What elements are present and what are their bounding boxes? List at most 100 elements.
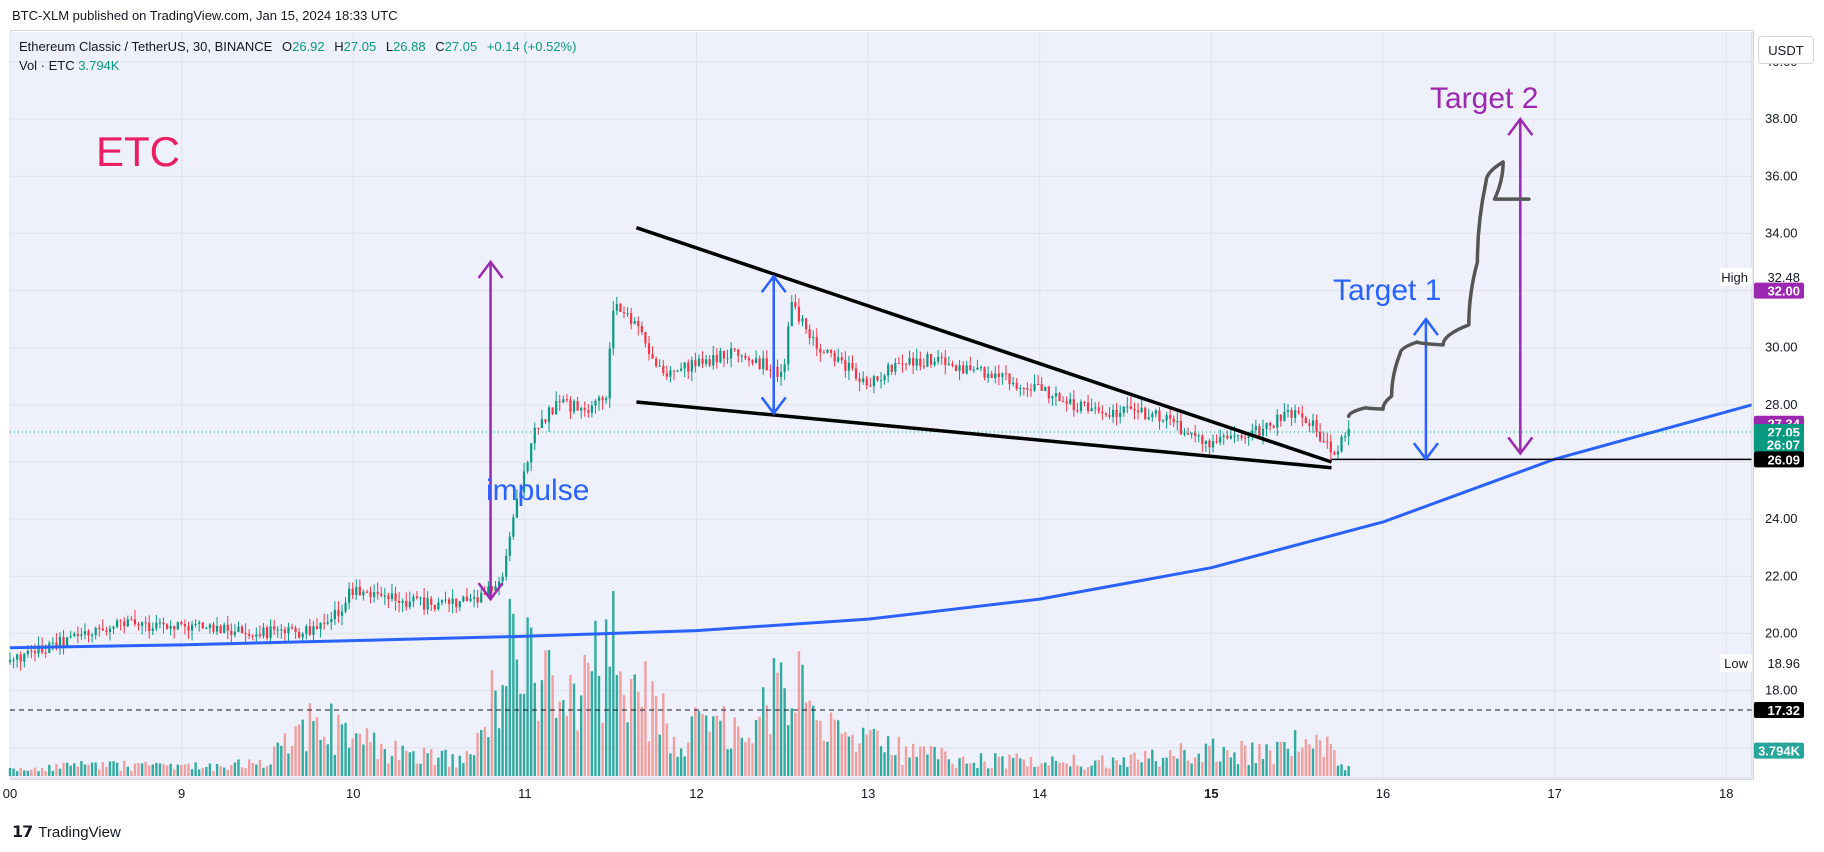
volume-bar <box>1333 750 1336 776</box>
volume-bar <box>344 722 347 776</box>
candle-body <box>119 620 122 622</box>
candle-body <box>655 358 658 367</box>
volume-bar <box>133 763 137 776</box>
arrow-head-up <box>477 259 504 279</box>
close-value: 27.05 <box>444 39 478 54</box>
price-tick-label: 18.00 <box>1765 683 1798 698</box>
volume-bar <box>12 768 15 776</box>
volume-bar <box>701 713 704 776</box>
volume-bar <box>894 755 897 776</box>
candle-body <box>983 367 986 378</box>
volume-bar <box>922 746 926 776</box>
volume-bar <box>137 763 140 776</box>
moving-average-line <box>9 403 1753 650</box>
footer-brand[interactable]: 𝟭𝟳 TradingView <box>12 822 121 842</box>
candle-body <box>519 492 522 499</box>
volume-bar <box>1090 765 1093 776</box>
candle-body <box>1322 440 1325 442</box>
volume-bar <box>476 732 479 776</box>
volume-bar <box>1158 766 1161 776</box>
volume-bar <box>904 746 908 776</box>
volume-bar <box>986 768 990 776</box>
candle-body <box>505 555 508 577</box>
volume-bar <box>597 675 601 776</box>
candle-body <box>444 599 447 601</box>
volume-bar <box>408 752 412 776</box>
price-tag: 26:07 <box>1767 437 1800 452</box>
candle-body <box>398 600 401 603</box>
candle-body <box>526 462 529 472</box>
volume-bar <box>879 746 883 776</box>
volume-bar <box>622 694 626 776</box>
volume-bar <box>672 736 676 776</box>
candle-body <box>687 362 690 372</box>
candle-body <box>676 370 679 372</box>
candle-body <box>455 598 458 608</box>
candle-body <box>1340 436 1343 452</box>
volume-bar <box>944 751 947 776</box>
volume-bar <box>180 765 183 776</box>
candle-body <box>376 592 379 594</box>
candle-body <box>1347 428 1350 437</box>
candle-body <box>58 637 62 647</box>
volume-bar <box>765 705 769 776</box>
candle-body <box>555 401 558 414</box>
volume-bar <box>936 759 940 776</box>
axes: 16.0018.0020.0022.0024.0026.0028.0030.00… <box>3 32 1804 801</box>
candle-body <box>1129 406 1133 409</box>
volume-bar <box>430 749 433 776</box>
candle-body <box>779 372 783 378</box>
candle-body <box>787 326 790 365</box>
candle-body <box>1008 373 1011 385</box>
volume-bar <box>237 759 240 776</box>
candle-body <box>1086 402 1090 412</box>
candle-body <box>1336 451 1340 455</box>
candle-body <box>233 631 236 635</box>
candle-body <box>1269 422 1272 426</box>
publish-line: BTC-XLM published on TradingView.com, Ja… <box>12 8 398 23</box>
volume-bar <box>719 720 722 776</box>
candle-body <box>205 628 208 630</box>
candle-body <box>1226 435 1229 439</box>
candle-body <box>758 358 761 370</box>
volume-bar <box>519 693 522 776</box>
candle-body <box>1126 406 1129 408</box>
candle-body <box>940 356 943 358</box>
currency-button[interactable]: USDT <box>1758 36 1814 64</box>
candle-body <box>365 591 369 593</box>
candle-body <box>362 591 365 596</box>
volume-bar <box>1247 764 1250 776</box>
candle-body <box>472 597 476 599</box>
volume-bar <box>726 749 729 776</box>
candle-body <box>458 601 461 608</box>
volume-bar <box>687 742 690 776</box>
candle-body <box>1279 414 1282 422</box>
volume-bar <box>340 724 344 776</box>
volume-bar <box>205 767 208 776</box>
price-tag-bg <box>1754 702 1804 718</box>
candle-body <box>876 376 879 381</box>
candle-body <box>751 360 754 364</box>
volume-bar <box>419 763 422 776</box>
candle-body <box>929 354 933 365</box>
volume-bar <box>979 753 983 776</box>
volume-bar <box>851 734 854 776</box>
volume-bar <box>747 737 751 776</box>
candle-body <box>1301 413 1304 418</box>
candle-body <box>358 586 361 596</box>
volume-bar <box>94 762 97 776</box>
impulse-label: impulse <box>486 474 589 507</box>
candle-body <box>1194 432 1197 436</box>
volume-bar <box>869 729 872 776</box>
volume-bar <box>833 719 836 776</box>
candle-body <box>640 326 643 333</box>
candle-body <box>715 355 718 363</box>
volume-bars <box>8 591 1350 776</box>
volume-bar <box>565 715 569 776</box>
volume-bar <box>1186 760 1190 776</box>
volume-bar <box>1079 766 1083 776</box>
price-tick-label: 24.00 <box>1765 511 1798 526</box>
volume-bar <box>1144 750 1147 776</box>
candle-body <box>862 378 865 382</box>
